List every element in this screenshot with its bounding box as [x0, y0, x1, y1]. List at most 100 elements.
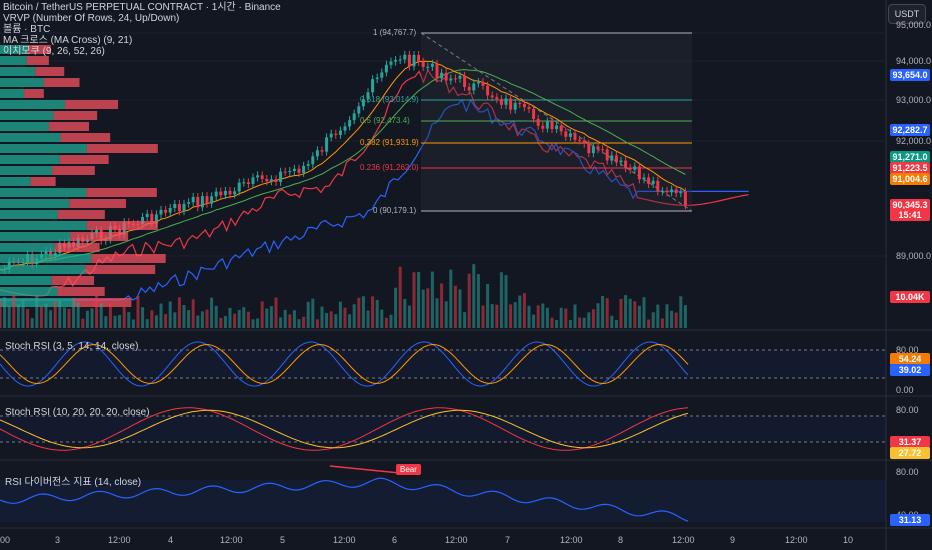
time-axis-label: 12:00 — [560, 535, 583, 545]
vrvp-indicator-label[interactable]: VRVP (Number Of Rows, 24, Up/Down) — [3, 13, 180, 24]
volume-bar — [246, 311, 250, 328]
candle — [375, 77, 379, 80]
candle — [205, 196, 209, 204]
stoch-rsi-slow-k-line — [0, 407, 689, 451]
volume-bar — [191, 299, 195, 328]
volume-bar — [389, 314, 393, 328]
price-tag: 91,004.6 — [890, 173, 930, 185]
ma-cross-indicator-label[interactable]: MA 크로스 (MA Cross) (9, 21) — [3, 35, 133, 46]
candle — [527, 107, 531, 110]
volume-bar — [651, 312, 655, 328]
volume-bar — [260, 301, 264, 328]
currency-button[interactable]: USDT — [888, 4, 926, 24]
candle — [214, 191, 218, 197]
volume-bar — [578, 317, 582, 328]
volume-bar — [398, 266, 402, 328]
volume-profile-down-bar — [57, 210, 105, 219]
candle — [647, 177, 651, 184]
candle — [352, 113, 356, 121]
volume-bar — [614, 319, 618, 328]
pane-axis-label: 80.00 — [896, 345, 919, 355]
volume-bar — [99, 303, 103, 328]
candle — [279, 171, 283, 183]
volume-bar — [104, 316, 108, 328]
volume-bar — [541, 303, 545, 328]
volume-bar — [444, 301, 448, 328]
candle — [141, 216, 145, 225]
candle — [532, 109, 536, 119]
volume-bar — [187, 310, 191, 328]
time-axis-label: 12:00 — [785, 535, 808, 545]
volume-bar — [656, 304, 660, 328]
volume-bar — [53, 301, 57, 328]
volume-bar — [463, 312, 467, 328]
fib-level-label: 0.5 (92,473.4) — [360, 116, 410, 125]
volume-bar — [403, 298, 407, 328]
candle — [173, 204, 177, 209]
volume-profile-up-bar — [0, 177, 31, 186]
candle — [495, 97, 499, 100]
volume-bar — [361, 296, 365, 328]
volume-bar — [545, 307, 549, 328]
candle — [200, 196, 204, 208]
candle — [260, 175, 264, 179]
candle — [453, 78, 457, 80]
volume-bar — [334, 314, 338, 328]
volume-profile-down-bar — [53, 111, 98, 120]
volume-bar — [435, 298, 439, 328]
candle — [269, 179, 273, 182]
pane-axis-label: 80.00 — [896, 405, 919, 415]
volume-bar — [67, 308, 71, 328]
volume-bar — [352, 304, 356, 328]
symbol-title[interactable]: Bitcoin / TetherUS PERPETUAL CONTRACT · … — [3, 2, 281, 13]
indicator-pane-title[interactable]: RSI 다이버전스 지표 (14, close) — [5, 477, 142, 488]
volume-bar — [251, 319, 255, 328]
volume-indicator-label[interactable]: 볼륨 · BTC — [3, 24, 51, 35]
volume-bar — [605, 298, 609, 328]
indicator-pane-title[interactable]: Stoch RSI (3, 5, 14, 14, close) — [5, 341, 139, 352]
volume-bar — [205, 309, 209, 328]
candle — [486, 85, 490, 96]
volume-profile-up-bar — [0, 122, 49, 131]
time-axis-label: 12:00 — [333, 535, 356, 545]
volume-bar — [338, 301, 342, 328]
volume-bar — [154, 315, 158, 328]
volume-bar — [122, 306, 126, 328]
indicator-pane-title[interactable]: Stoch RSI (10, 20, 20, 20, close) — [5, 407, 150, 418]
volume-bar — [417, 271, 421, 328]
volume-bar — [62, 307, 66, 328]
candle — [315, 150, 319, 157]
volume-bar — [95, 295, 99, 328]
volume-bar — [325, 313, 329, 328]
candle — [476, 82, 480, 84]
candle — [292, 168, 296, 172]
candle — [499, 99, 503, 105]
candle — [182, 203, 186, 212]
volume-bar — [256, 318, 260, 328]
volume-bar — [141, 307, 145, 328]
volume-bar — [279, 317, 283, 328]
volume-profile-up-bar — [0, 144, 87, 153]
volume-bar — [371, 296, 375, 328]
volume-profile-up-bar — [0, 100, 65, 109]
volume-profile-down-bar — [48, 122, 90, 131]
price-axis-label: 93,000.0 — [896, 95, 932, 105]
candle — [605, 149, 609, 161]
volume-bar — [504, 275, 508, 328]
candle — [348, 120, 352, 127]
candle — [421, 61, 425, 67]
volume-bar — [131, 319, 135, 328]
volume-profile-down-bar — [54, 243, 100, 252]
volume-bar — [145, 319, 149, 328]
volume-profile-down-bar — [35, 67, 65, 76]
candle — [371, 79, 375, 93]
candle — [417, 54, 421, 62]
volume-profile-down-bar — [70, 232, 129, 241]
candle — [463, 75, 467, 88]
volume-bar — [233, 313, 237, 328]
ichimoku-indicator-label[interactable]: 이치모쿠 (9, 26, 52, 26) — [3, 46, 105, 57]
volume-bar — [601, 295, 605, 328]
volume-profile-down-bar — [51, 276, 95, 285]
rsi-band — [0, 480, 886, 522]
